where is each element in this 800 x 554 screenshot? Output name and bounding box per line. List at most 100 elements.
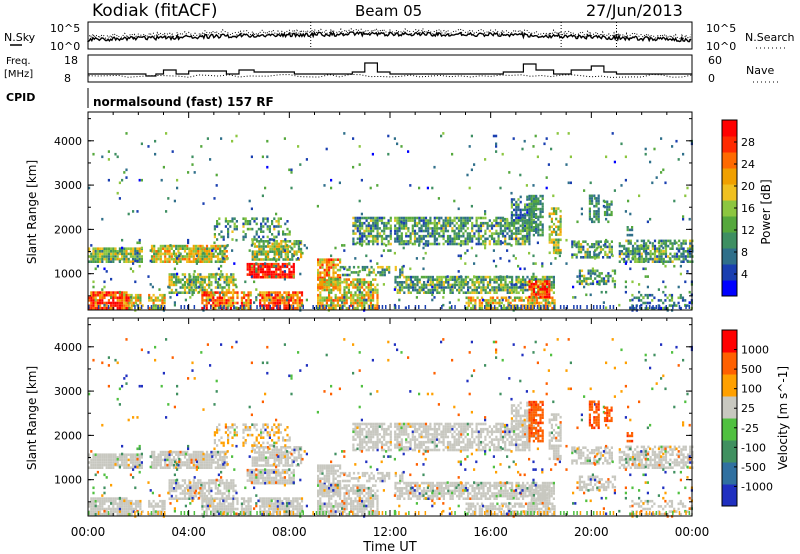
power-cell [553,299,556,302]
power-cell [517,275,520,279]
power-cell [127,247,130,250]
power-cell [336,277,339,281]
power-cell [161,299,164,302]
power-cell [227,220,230,223]
velocity-cell [94,456,97,459]
power-cell [586,250,589,254]
power-cell [515,216,518,220]
power-cell [550,220,553,223]
power-cell [511,304,514,307]
power-cell [110,291,113,294]
power-cell [580,282,584,286]
power-cell [510,234,513,238]
velocity-cell [96,466,99,469]
velocity-cell [141,510,144,513]
power-cell [232,291,235,294]
power-cell [172,281,176,284]
velocity-cell [150,450,154,454]
power-cell [440,283,443,287]
power-cell [396,216,399,220]
power-cell [416,278,419,281]
power-cell [607,272,610,275]
power-cell [522,291,525,294]
power-cell [460,227,463,230]
power-cell [649,305,651,309]
power-cell [502,306,506,310]
power-cell [538,301,541,305]
power-cell [541,231,544,234]
power-cell [369,219,373,222]
power-cell [253,250,256,253]
power-cell [367,242,370,246]
power-cell [451,288,454,292]
velocity-cell [112,461,115,464]
power-cell [623,247,626,250]
power-cell [451,221,454,225]
power-cell [166,247,169,250]
power-cell [283,262,287,266]
power-cell [658,305,661,309]
power-cell [613,272,617,275]
power-cell [429,219,432,222]
power-cell [510,221,513,225]
power-cell [574,244,577,247]
velocity-cell [179,466,182,469]
power-cell [413,224,417,228]
velocity-cell [94,463,97,467]
power-cell [352,216,355,220]
power-cell [128,301,131,305]
power-cell [416,288,419,292]
power-cell [482,281,485,284]
power-cell [199,250,202,253]
power-cell [436,283,439,287]
power-cell [638,250,641,253]
power-cell [275,225,278,228]
power-cell [569,181,572,185]
power-cell [515,234,518,238]
velocity-cell [181,463,184,467]
power-cell [552,238,556,242]
power-cell [242,230,245,233]
power-cell [240,296,243,300]
power-cell [640,239,643,243]
power-cell [606,200,609,204]
power-cell [233,227,236,231]
velocity-cell [157,456,160,459]
power-cell [229,304,232,307]
power-cell [526,203,529,206]
power-cell [116,304,119,307]
power-cell [321,261,324,264]
power-cell [539,200,542,203]
power-cell [277,225,280,228]
power-cell [543,142,546,146]
power-cell [555,241,558,244]
power-cell [216,247,220,250]
power-cell [90,304,93,307]
power-cell [181,244,184,248]
power-cell [352,232,355,235]
power-cell [388,265,391,269]
power-cell [130,304,133,307]
power-cell [270,293,273,297]
power-cell [620,184,623,187]
power-cell [442,229,445,233]
freq-left-tick-top: 18 [64,54,78,67]
power-cell [556,251,559,255]
power-cell [294,301,297,305]
power-cell [189,296,192,299]
velocity-cell [103,507,106,511]
power-cell [618,250,621,253]
power-cell [227,230,230,233]
power-cell [506,291,509,294]
power-cell [358,280,361,284]
power-cell [623,252,626,256]
power-cell [332,276,335,280]
power-cell [446,237,450,241]
power-cell [473,262,476,265]
power-cell [602,305,605,309]
power-cell [627,255,630,258]
power-cell [673,264,676,268]
power-cell [493,278,496,281]
power-cell [548,293,551,296]
